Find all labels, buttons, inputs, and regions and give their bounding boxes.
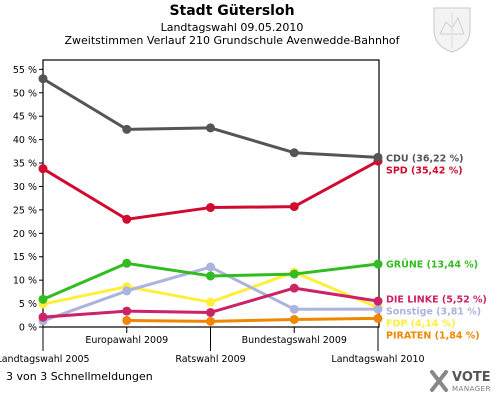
- data-point-grüne: [38, 294, 48, 304]
- data-point-spd: [122, 214, 132, 224]
- chart-title: Stadt Gütersloh: [169, 3, 295, 19]
- x-tick-label: Europawahl 2009: [85, 335, 168, 346]
- y-tick-label: 15 %: [13, 252, 37, 263]
- brand-line2: MANAGER: [452, 385, 491, 393]
- coat-of-arms-icon: [433, 7, 471, 53]
- data-point-grüne: [289, 269, 299, 279]
- data-point-sonstige: [206, 262, 215, 272]
- data-point-grüne: [122, 258, 132, 268]
- brand-line1: VOTE: [452, 370, 491, 385]
- chart-subtitle-detail: Zweitstimmen Verlauf 210 Grundschule Ave…: [64, 34, 400, 47]
- data-point-sonstige: [122, 286, 132, 296]
- data-point-spd: [206, 203, 215, 213]
- legend-label-die-linke: DIE LINKE (5,52 %): [386, 295, 487, 306]
- y-tick-label: 50 %: [13, 88, 37, 99]
- data-point-piraten: [289, 315, 299, 325]
- data-point-cdu: [206, 123, 215, 133]
- data-point-cdu: [289, 148, 299, 158]
- data-point-die-linke: [206, 307, 215, 317]
- series-line-cdu: [42, 77, 379, 159]
- legend-label-sonstige: Sonstige (3,81 %): [386, 307, 481, 318]
- legend-label-fdp: FDP (4,14 %): [386, 319, 456, 330]
- data-point-grüne: [373, 259, 383, 269]
- legend-label-spd: SPD (35,42 %): [386, 166, 463, 177]
- y-tick-label: 25 %: [13, 205, 37, 216]
- legend-label-grüne: GRÜNE (13,44 %): [386, 260, 478, 271]
- y-tick-label: 35 %: [13, 159, 37, 170]
- y-tick-label: 45 %: [13, 112, 37, 123]
- y-tick-label: 20 %: [13, 229, 37, 240]
- data-point-cdu: [373, 152, 383, 162]
- data-point-spd: [38, 164, 48, 174]
- data-point-fdp: [206, 297, 215, 307]
- footer-note: 3 von 3 Schnellmeldungen: [6, 370, 153, 383]
- x-tick-label: Landtagswahl 2005: [0, 354, 90, 365]
- y-tick-label: 0 %: [19, 323, 37, 334]
- legend-label-piraten: PIRATEN (1,84 %): [386, 331, 480, 342]
- data-point-cdu: [38, 74, 48, 84]
- data-point-sonstige: [373, 304, 383, 314]
- legend-label-cdu: CDU (36,22 %): [386, 154, 463, 165]
- data-point-cdu: [122, 124, 132, 134]
- data-point-piraten: [373, 313, 383, 323]
- chart-subtitle: Landtagswahl 09.05.2010: [160, 21, 304, 34]
- x-tick-label: Ratswahl 2009: [175, 354, 245, 365]
- vote-manager-icon: VOTE MANAGER: [430, 370, 491, 393]
- data-point-die-linke: [122, 306, 132, 316]
- y-tick-label: 5 %: [19, 299, 37, 310]
- data-point-grüne: [206, 271, 215, 281]
- data-point-die-linke: [373, 296, 383, 306]
- data-point-die-linke: [289, 283, 299, 293]
- y-tick-label: 40 %: [13, 135, 37, 146]
- data-point-die-linke: [38, 312, 48, 322]
- y-tick-label: 10 %: [13, 276, 37, 287]
- data-point-sonstige: [289, 304, 299, 314]
- x-tick-label: Landtagswahl 2010: [331, 354, 424, 365]
- x-tick-label: Bundestagswahl 2009: [242, 335, 347, 346]
- data-point-spd: [289, 202, 299, 212]
- y-tick-label: 30 %: [13, 182, 37, 193]
- vote-manager-logo: VOTE MANAGER: [428, 366, 498, 400]
- y-tick-label: 55 %: [13, 65, 37, 76]
- series-line-piraten: [126, 316, 379, 323]
- data-point-piraten: [206, 316, 215, 326]
- data-point-piraten: [122, 315, 132, 325]
